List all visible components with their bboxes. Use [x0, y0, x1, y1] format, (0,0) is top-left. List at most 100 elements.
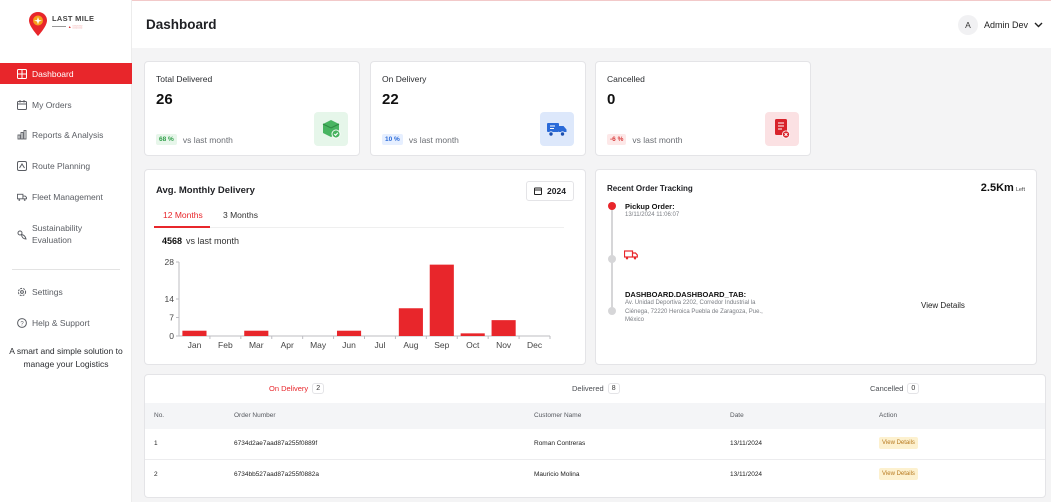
sidebar-item-label: Fleet Management [32, 192, 103, 202]
calendar-icon [17, 100, 27, 110]
column-header: Order Number [234, 412, 276, 419]
bar-mar [244, 330, 269, 336]
customer-name: Roman Contreras [534, 440, 586, 447]
stat-title: On Delivery [382, 74, 427, 84]
x-tick-label: Sep [434, 340, 449, 350]
midpoint-marker [607, 255, 616, 263]
stat-title: Total Delivered [156, 74, 213, 84]
monthly-delivery-card: Avg. Monthly Delivery 2024 12 Months 3 M… [144, 169, 586, 365]
sidebar-divider [12, 269, 120, 270]
x-tick-label: Jan [188, 340, 202, 350]
distance-value: 2.5Km [980, 182, 1014, 194]
sidebar-item-reports[interactable]: Reports & Analysis [0, 128, 132, 142]
tab-count: 2 [312, 383, 325, 394]
tab-count: 8 [607, 383, 620, 394]
stat-card-on-delivery: On Delivery 22 10 % vs last month [370, 61, 586, 156]
view-details-link[interactable]: View Details [921, 301, 965, 310]
active-tab-indicator [154, 226, 210, 228]
compare-text: vs last month [632, 134, 683, 145]
dropoff-marker [607, 307, 616, 315]
sidebar-item-dashboard[interactable]: Dashboard [0, 63, 132, 84]
sidebar-item-sustainability[interactable]: Sustainability Evaluation [0, 222, 132, 248]
column-header: No. [154, 412, 165, 419]
x-tick-label: Feb [218, 340, 233, 350]
partner-logo: ▲ ░░░░ [68, 25, 83, 29]
column-header: Customer Name [534, 412, 582, 419]
stat-footer: 68 % vs last month [156, 134, 233, 145]
distance-suffix: Left [1015, 187, 1025, 193]
tab-cancelled[interactable]: Cancelled 0 [870, 383, 920, 394]
stat-value: 26 [156, 91, 173, 108]
sidebar-item-label: Route Planning [32, 161, 91, 171]
page-title: Dashboard [146, 17, 217, 32]
route-icon [17, 161, 27, 171]
location-pin-icon [29, 12, 47, 36]
y-tick-label: 28 [165, 257, 175, 267]
brand-logo[interactable]: LAST MILE ▲ ░░░░ [26, 10, 106, 44]
x-tick-label: Jun [342, 340, 356, 350]
pickup-time: 13/11/2024 11:06:07 [625, 212, 680, 218]
order-number: 6734d2ae7aad87a255f0889f [234, 440, 318, 447]
logo-divider [52, 26, 66, 27]
column-header: Date [730, 412, 744, 419]
sidebar: LAST MILE ▲ ░░░░ Dashboard My Orders Rep… [0, 0, 132, 502]
stat-card-cancelled: Cancelled 0 -6 % vs last month [595, 61, 811, 156]
table-row[interactable]: 1 6734d2ae7aad87a255f0889f Roman Contrer… [145, 429, 1045, 460]
tab-12-months[interactable]: 12 Months [163, 210, 203, 220]
tab-label: Cancelled [870, 384, 904, 393]
x-tick-label: Nov [496, 340, 512, 350]
leaf-icon [17, 230, 27, 240]
x-tick-label: Dec [527, 340, 543, 350]
stat-footer: 10 % vs last month [382, 134, 459, 145]
tabs-divider [154, 227, 564, 228]
chart-summary: 4568 vs last month [162, 236, 239, 246]
pickup-marker [607, 202, 616, 210]
chevron-down-icon [1034, 22, 1043, 28]
user-menu[interactable]: A Admin Dev [957, 15, 1043, 35]
tracking-title: Recent Order Tracking [607, 184, 693, 193]
pickup-label: Pickup Order: [625, 202, 675, 211]
x-tick-label: Oct [466, 340, 480, 350]
table-header: No. Order Number Customer Name Date Acti… [145, 403, 1045, 429]
sidebar-item-fleet-management[interactable]: Fleet Management [0, 190, 132, 204]
change-badge: 10 % [382, 134, 403, 145]
order-number: 6734bb527aad87a255f0882a [234, 471, 319, 478]
bar-nov [491, 320, 516, 336]
tab-delivered[interactable]: Delivered 8 [572, 383, 620, 394]
tab-3-months[interactable]: 3 Months [223, 210, 258, 220]
sidebar-item-my-orders[interactable]: My Orders [0, 98, 132, 112]
sidebar-item-help[interactable]: ? Help & Support [0, 316, 132, 330]
truck-icon [624, 250, 638, 260]
compare-text: vs last month [182, 134, 233, 145]
grid-icon [17, 68, 27, 79]
order-date: 13/11/2024 [730, 471, 763, 478]
x-tick-label: Apr [281, 340, 294, 350]
table-row[interactable]: 2 6734bb527aad87a255f0882a Mauricio Moli… [145, 460, 1045, 491]
bar-sep [429, 264, 454, 336]
sidebar-item-label: Dashboard [32, 68, 74, 79]
monthly-bar-chart: 0 7 14 28 Jan Feb Mar Apr May Jun Jul Aug Sep Oct Nov D… [165, 257, 551, 350]
order-tracking-card: Recent Order Tracking 2.5Km Left Pickup O… [595, 169, 1037, 365]
help-icon: ? [17, 318, 27, 328]
top-bar: Dashboard A Admin Dev [132, 0, 1051, 48]
dropoff-address: Av. Unidad Deportiva 2202, Corredor Indu… [625, 300, 763, 323]
avatar: A [957, 15, 978, 35]
view-details-button[interactable]: View Details [879, 437, 918, 449]
tab-on-delivery[interactable]: On Delivery 2 [269, 383, 325, 394]
tab-label: Delivered [572, 384, 604, 393]
x-tick-label: May [310, 340, 327, 350]
tab-label: On Delivery [269, 384, 309, 393]
bar-oct [460, 333, 485, 336]
delivery-total: 4568 [162, 236, 183, 246]
dropoff-label: DASHBOARD.DASHBOARD_TAB: [625, 290, 747, 299]
sidebar-item-settings[interactable]: Settings [0, 285, 132, 299]
bar-jan [182, 330, 207, 336]
sidebar-item-label: Settings [32, 287, 63, 297]
stat-card-total-delivered: Total Delivered 26 68 % vs last month [144, 61, 360, 156]
stat-value: 0 [607, 91, 616, 108]
year-selector-button[interactable]: 2024 [526, 181, 574, 201]
sidebar-item-route-planning[interactable]: Route Planning [0, 159, 132, 173]
stat-title: Cancelled [607, 74, 645, 84]
bar-aug [398, 308, 423, 336]
view-details-button[interactable]: View Details [879, 468, 918, 480]
